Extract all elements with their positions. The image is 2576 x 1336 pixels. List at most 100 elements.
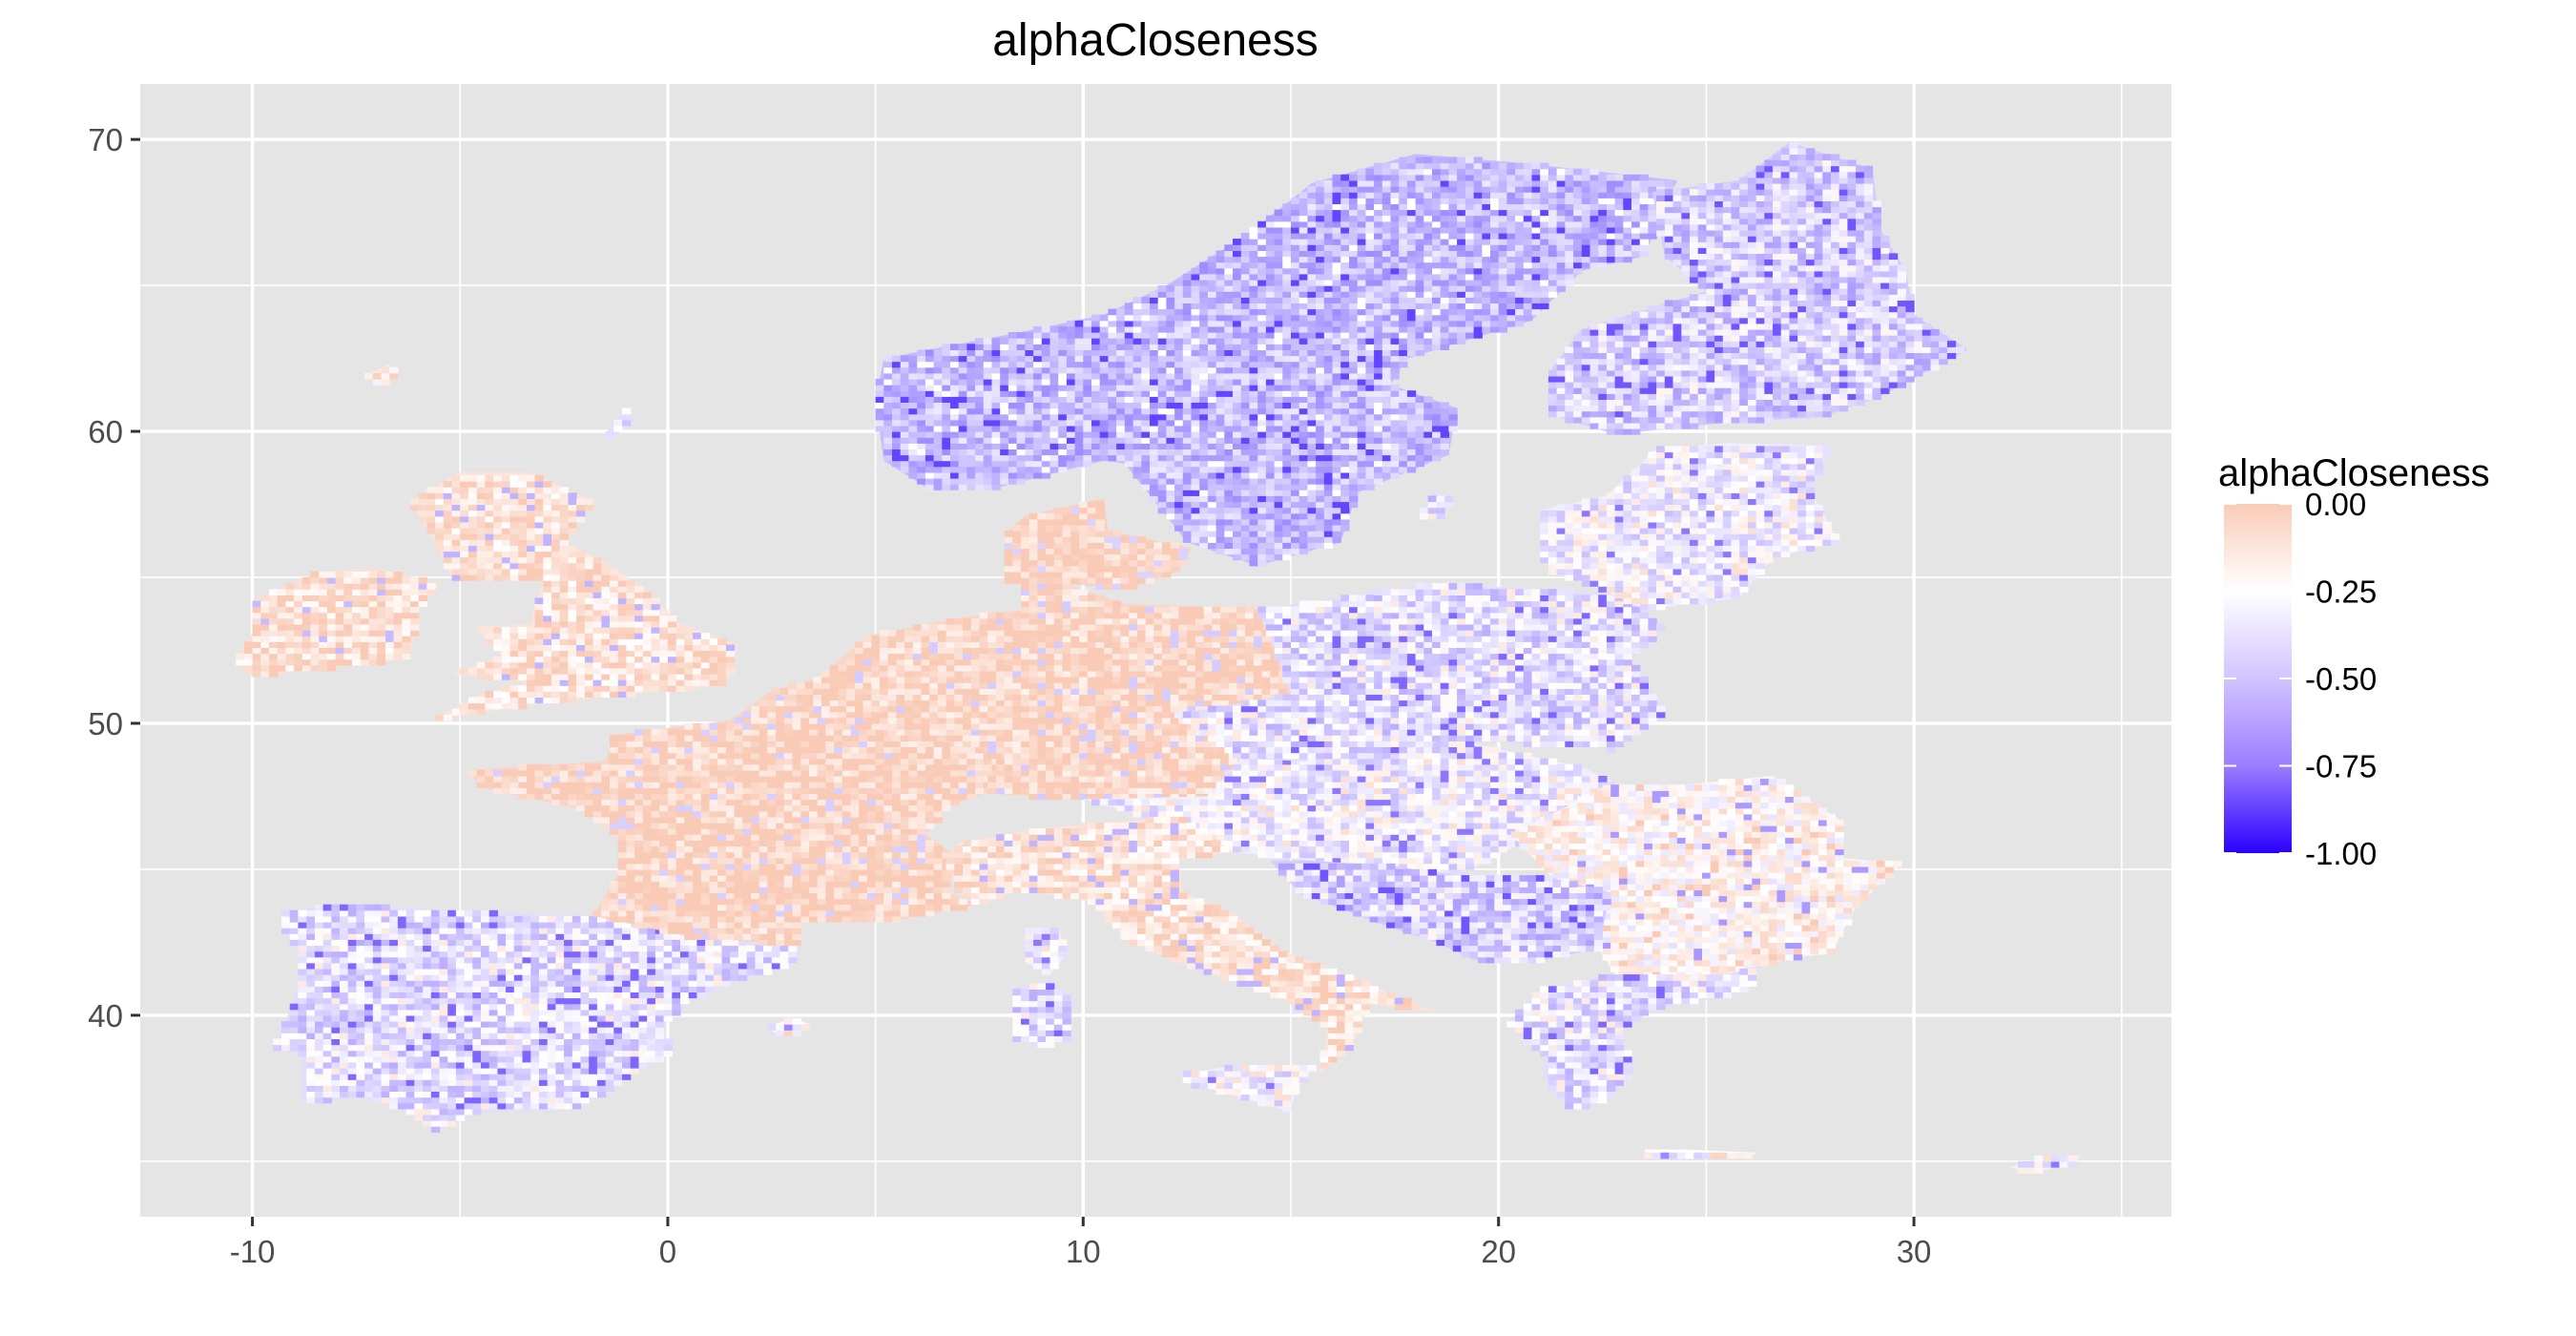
raster-cell — [406, 916, 415, 923]
raster-cell — [767, 706, 776, 713]
raster-cell — [506, 1092, 514, 1098]
raster-cell — [1137, 770, 1146, 777]
raster-cell — [1178, 554, 1187, 561]
raster-cell — [896, 665, 904, 672]
raster-cell — [693, 723, 701, 730]
raster-cell — [431, 992, 440, 998]
raster-cell — [1054, 531, 1063, 537]
raster-cell — [925, 910, 934, 917]
raster-cell — [497, 1062, 506, 1069]
raster-cell — [800, 712, 809, 719]
raster-cell — [1129, 700, 1137, 707]
raster-cell — [767, 753, 776, 760]
raster-cell — [414, 957, 423, 964]
raster-cell — [331, 922, 340, 929]
raster-cell — [1192, 805, 1200, 812]
raster-cell — [643, 793, 652, 800]
raster-cell — [431, 1027, 440, 1033]
raster-cell — [659, 741, 668, 747]
raster-cell — [996, 677, 1005, 683]
raster-cell — [1241, 764, 1250, 771]
raster-cell — [883, 770, 892, 777]
raster-cell — [876, 753, 884, 760]
raster-cell — [1241, 776, 1250, 783]
raster-cell — [1112, 706, 1121, 713]
raster-cell — [871, 654, 880, 660]
raster-cell — [987, 747, 996, 754]
raster-cell — [684, 928, 693, 934]
raster-cell — [1129, 665, 1137, 672]
raster-cell — [950, 800, 959, 806]
raster-cell — [1137, 536, 1146, 543]
raster-cell — [742, 905, 751, 911]
raster-cell — [431, 1068, 440, 1075]
raster-cell — [647, 946, 655, 952]
raster-cell — [373, 963, 382, 970]
raster-cell — [825, 793, 834, 800]
raster-cell — [851, 852, 860, 859]
raster-cell — [1079, 525, 1088, 532]
raster-cell — [618, 864, 627, 870]
raster-cell — [626, 776, 634, 783]
raster-cell — [290, 1045, 299, 1052]
raster-cell — [784, 922, 793, 929]
raster-cell — [356, 998, 364, 1005]
raster-cell — [1070, 525, 1079, 532]
raster-cell — [1171, 647, 1179, 654]
raster-cell — [406, 1051, 415, 1057]
raster-cell — [776, 770, 784, 777]
raster-cell — [1112, 613, 1121, 619]
raster-cell — [1046, 531, 1054, 537]
raster-cell — [1095, 688, 1104, 695]
raster-cell — [456, 922, 465, 929]
raster-cell — [572, 1027, 581, 1033]
raster-cell — [1104, 747, 1112, 754]
raster-cell — [564, 1103, 572, 1110]
raster-cell — [315, 1068, 323, 1075]
raster-cell — [776, 834, 784, 841]
raster-cell — [1021, 601, 1029, 608]
raster-cell — [929, 729, 938, 736]
raster-cell — [572, 951, 581, 958]
raster-cell — [1254, 647, 1262, 654]
raster-cell — [530, 963, 539, 970]
raster-cell — [825, 753, 834, 760]
raster-cell — [959, 753, 967, 760]
raster-cell — [946, 654, 955, 660]
raster-cell — [859, 817, 867, 824]
raster-cell — [1046, 636, 1054, 642]
raster-cell — [626, 817, 634, 824]
raster-cell — [1187, 770, 1195, 777]
raster-cell — [851, 905, 860, 911]
raster-cell — [1046, 759, 1054, 765]
raster-cell — [975, 764, 984, 771]
raster-cell — [818, 910, 826, 917]
raster-cell — [465, 951, 473, 958]
raster-cell — [440, 1109, 448, 1116]
raster-cell — [298, 974, 306, 981]
raster-cell — [1005, 536, 1013, 543]
raster-cell — [589, 1015, 597, 1022]
raster-cell — [1216, 787, 1225, 794]
raster-cell — [742, 828, 751, 835]
raster-cell — [1266, 805, 1275, 812]
raster-cell — [717, 817, 726, 824]
raster-cell — [639, 963, 648, 970]
raster-cell — [589, 951, 597, 958]
raster-cell — [963, 694, 971, 700]
raster-cell — [465, 1109, 473, 1116]
raster-cell — [1146, 735, 1154, 741]
raster-cell — [440, 946, 448, 952]
raster-cell — [780, 688, 789, 695]
raster-cell — [572, 1051, 581, 1057]
raster-cell — [1195, 776, 1204, 783]
raster-cell — [701, 916, 710, 923]
raster-cell — [714, 974, 722, 981]
raster-cell — [306, 933, 315, 940]
raster-cell — [481, 939, 489, 946]
raster-cell — [564, 916, 572, 923]
raster-cell — [696, 969, 705, 975]
raster-cell — [589, 1092, 597, 1098]
raster-cell — [647, 992, 655, 998]
raster-cell — [922, 677, 930, 683]
